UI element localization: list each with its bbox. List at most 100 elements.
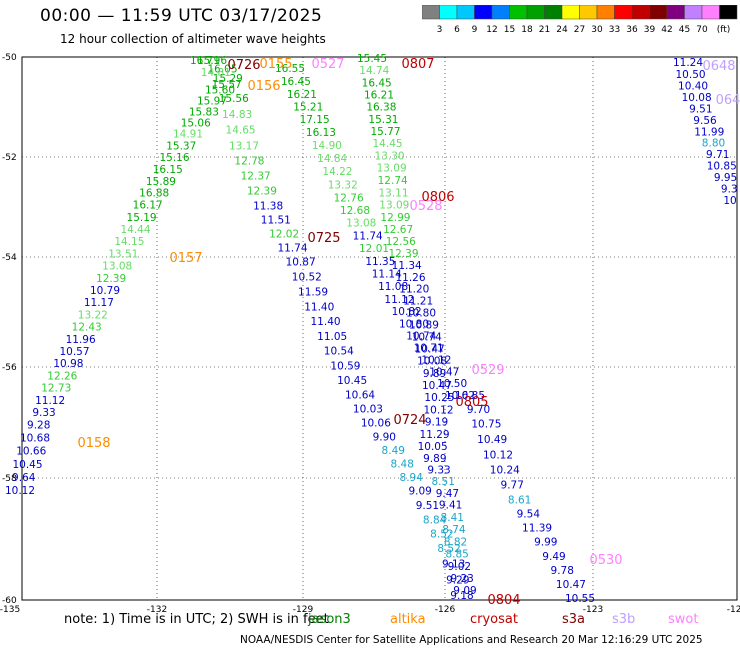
wave-height-value: 9.09 [453,585,476,597]
wave-height-value: 15.31 [368,114,398,126]
wave-height-value: 9.09 [408,485,431,497]
colorbar-tick: 33 [609,25,620,35]
wave-height-value: 15.19 [127,212,157,224]
wave-height-value: 12.73 [41,383,71,395]
wave-height-value: 11.74 [353,230,383,242]
wave-height-value: 12.39 [388,248,418,260]
wave-height-value: 10.50 [437,378,467,390]
wave-height-value: 9.89 [423,368,446,380]
legend-item-swot: swot [668,612,699,627]
lon-label: -123 [583,605,603,615]
wave-height-value: 9.77 [501,479,524,491]
wave-height-value: 10.25 [424,392,454,404]
wave-height-value: 11.05 [317,331,347,343]
wave-height-value: 8.41 [441,512,464,524]
pass-time-label: 0806 [421,190,454,205]
wave-height-value: 11.40 [304,301,334,313]
wave-height-value: 9.95 [714,172,737,184]
wave-height-value: 10 [723,195,736,207]
footer-note: note: 1) Time is in UTC; 2) SWH is in fe… [64,612,329,627]
wave-height-value: 9.54 [517,508,541,520]
lon-label: -135 [0,605,20,615]
wave-height-value: 9.51 [689,104,712,116]
wave-height-value: 16.13 [306,127,336,139]
wave-height-value: 13.08 [346,218,376,230]
wave-height-value: 12.39 [247,186,277,198]
wave-height-value: 14.83 [222,109,252,121]
wave-height-value: 13.51 [108,248,138,260]
wave-height-value: 12.67 [383,224,413,236]
lat-label: -60 [2,596,17,606]
wave-height-value: 10.12 [5,485,35,497]
lon-label: -126 [435,605,456,615]
wave-height-value: 11.74 [277,242,307,254]
wave-height-value: 9.13 [442,559,465,571]
wave-height-value: 10.64 [345,389,375,401]
wave-height-value: 12.01 [359,243,389,255]
lat-label: -54 [2,253,17,263]
wave-height-value: 10.47 [422,380,452,392]
wave-height-value: 11.51 [261,215,291,227]
wave-height-value: 10.12 [421,355,451,367]
wave-height-value: 14.74 [359,65,389,77]
wave-height-value: 15.89 [146,176,176,188]
wave-height-value: 16.21 [287,89,317,101]
wave-height-value: 10.05 [418,441,448,453]
wave-height-value: 13.22 [78,309,108,321]
wave-height-value: 10.47 [556,579,586,591]
wave-height-value: 13.09 [379,200,409,212]
wave-height-value: 8.49 [382,445,405,457]
colorbar-tick: 15 [504,25,515,35]
wave-height-value: 11.20 [399,284,429,296]
wave-height-value: 9.23 [450,573,473,585]
wave-height-value: 10.74 [406,330,436,342]
legend-item-s3a: s3a [562,612,586,627]
wave-height-value: 12.56 [386,236,416,248]
wave-height-value: 10.59 [330,360,360,372]
wave-height-value: 13.32 [328,179,358,191]
wave-height-value: 8.52 [437,543,460,555]
wave-height-value: 9.64 [12,472,36,484]
wave-height-value: 10.40 [678,81,708,93]
wave-height-value: 9.70 [467,404,490,416]
pass-time-label: 0528 [409,199,442,214]
wave-height-value: 15.57 [212,79,242,91]
wave-height-value: 11.14 [372,268,402,280]
legend-item-cryosat: cryosat [470,612,518,627]
lat-label: -56 [2,363,17,373]
wave-height-value: 14.81 [201,67,231,79]
wave-height-value: 10.24 [490,465,520,477]
colorbar-tick: 27 [574,25,585,35]
colorbar-tick: 30 [591,25,603,35]
wave-height-value: 9.41 [439,500,462,512]
page-subtitle: 12 hour collection of altimeter wave hei… [60,32,326,46]
wave-height-value: 11.29 [420,429,450,441]
wave-height-value: 9.47 [436,488,459,500]
wave-height-value: 10.50 [676,69,706,81]
wave-height-value: 12.76 [334,192,364,204]
pass-time-label: 0804 [487,593,520,608]
wave-height-value: 10.52 [292,271,322,283]
wave-height-value: 9.89 [423,453,446,465]
wave-height-value: 12.02 [269,229,299,241]
wave-height-value: 11.21 [403,295,433,307]
wave-height-value: 10.80 [399,318,429,330]
wave-height-value: 13.11 [378,187,408,199]
wave-height-value: 15.96 [197,55,227,67]
credit-line: NOAA/NESDIS Center for Satellite Applica… [240,634,703,646]
colorbar-tick: 9 [472,25,478,35]
wave-height-value: 10.08 [417,356,447,368]
wave-height-value: 9.78 [551,565,574,577]
colorbar-tick: 45 [679,25,690,35]
colorbar-tick: 24 [556,25,568,35]
legend-item-jason3: jason3 [308,612,351,627]
wave-height-value: 12.68 [340,205,370,217]
wave-height-value: 12.43 [72,322,102,334]
pass-time-label: 0157 [169,251,202,266]
pass-time-label: 0156 [247,79,280,94]
wave-height-value: 16.38 [366,102,396,114]
wave-height-value: 12.74 [378,175,408,187]
wave-height-value: 11.34 [392,260,422,272]
pass-time-label: 0530 [589,553,622,568]
